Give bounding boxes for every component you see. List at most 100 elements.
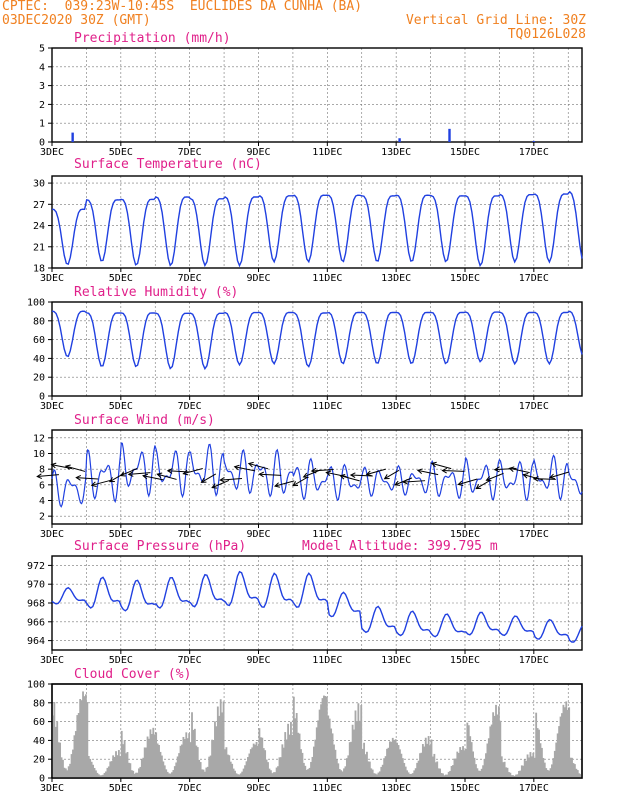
x-tick-label: 5DEC (109, 273, 133, 284)
chart-header: CPTEC: 039:23W-10:45S EUCLIDES DA CUNHA … (0, 0, 618, 48)
x-tick-label: 17DEC (519, 147, 549, 158)
wind-arrow-head (493, 466, 500, 473)
cloud-bar (482, 765, 485, 778)
cloud-bar (287, 723, 290, 778)
wind-arrow (384, 469, 400, 480)
cloud-bar (338, 769, 341, 778)
cloud-bar (241, 771, 244, 778)
x-tick-label: 11DEC (312, 147, 342, 158)
cloud-bar (477, 770, 480, 778)
y-tick-label: 80 (33, 698, 45, 709)
cloud-bar (218, 715, 221, 778)
cloud-bar (366, 751, 368, 778)
cloud-bar (317, 720, 320, 778)
cloud-bar (421, 744, 424, 778)
x-tick-label: 3DEC (40, 783, 64, 794)
cloud-bar (538, 729, 540, 778)
cloud-bar (125, 753, 127, 778)
cloud-bar (166, 771, 169, 778)
cloud-bar (302, 762, 305, 778)
wind-arrow (248, 463, 269, 470)
cloud-bar (535, 712, 538, 778)
cloud-bar (60, 757, 63, 778)
cloud-bar (290, 721, 292, 778)
cloud-bar (298, 733, 301, 778)
cloud-bar (183, 739, 186, 778)
cloud-bar (325, 696, 328, 778)
x-tick-label: 17DEC (519, 655, 549, 666)
wind-arrow (120, 467, 138, 477)
cloud-bar (370, 768, 373, 778)
cloud-bar (447, 771, 450, 778)
x-tick-label: 7DEC (178, 783, 202, 794)
header-station: CPTEC: 039:23W-10:45S EUCLIDES DA CUNHA … (2, 0, 363, 14)
y-tick-label: 6 (39, 480, 45, 491)
cloud-bar (77, 713, 80, 778)
cloud-bar (571, 757, 573, 778)
cloud-bar (169, 773, 172, 778)
cloud-bar (205, 767, 208, 778)
cloud-bar (72, 749, 74, 778)
cloud-bar (152, 727, 155, 778)
cloud-bar (328, 718, 331, 778)
wind-arrow-head (457, 480, 464, 487)
cloud-bar (347, 755, 350, 778)
cloud-bar (57, 742, 60, 778)
cloud-bar (76, 715, 79, 778)
cloud-bar (216, 706, 219, 778)
cloud-bar (341, 771, 344, 778)
cloud-bar (558, 726, 561, 778)
cloud-bar (473, 757, 476, 778)
cloud-bar (192, 729, 195, 778)
cloud-bar (553, 750, 556, 778)
cloud-bar (129, 763, 132, 778)
cloud-bar (340, 770, 343, 778)
cloud-bar (506, 767, 509, 778)
wind-arrow-head (430, 461, 437, 468)
wind-arrow-head (522, 472, 529, 479)
cloud-bar (297, 732, 300, 778)
cloud-bar (539, 743, 542, 778)
y-tick-label: 100 (27, 298, 45, 309)
cloud-bar (384, 756, 387, 778)
y-tick-label: 24 (33, 221, 45, 232)
cloud-bar (175, 762, 178, 778)
cloud-bar (400, 753, 403, 778)
cloud-bar (523, 759, 526, 778)
cloud-bar (255, 742, 258, 778)
wind-arrow (274, 480, 295, 487)
cloud-bar (225, 747, 228, 778)
wind-arrow-head (211, 483, 218, 489)
cloud-bar (272, 772, 275, 778)
y-tick-label: 2 (39, 100, 45, 111)
cloud-bar (89, 758, 92, 778)
cloud-bar (143, 747, 146, 778)
x-tick-label: 13DEC (381, 655, 411, 666)
wind-arrow (509, 467, 530, 474)
cloud-bar (242, 768, 245, 778)
cloud-bar (444, 774, 447, 778)
cloud-bar (459, 747, 462, 778)
cloud-bar (442, 773, 444, 778)
cloud-bar (427, 736, 430, 778)
cloud-bar (215, 726, 218, 778)
x-tick-label: 17DEC (519, 273, 549, 284)
cloud-bar (344, 766, 347, 778)
cloud-bar (546, 769, 549, 778)
cloud-bar (264, 750, 267, 778)
panel-title: Surface Wind (m/s) (74, 413, 215, 428)
cloud-bar (176, 756, 179, 778)
cloud-bar (90, 761, 93, 778)
y-tick-label: 966 (27, 617, 45, 628)
wind-speed-line (51, 442, 583, 508)
wind-arrow (157, 473, 177, 480)
cloud-bar (280, 757, 282, 778)
cloud-bar (165, 769, 168, 778)
cloud-bar (513, 775, 516, 778)
cloud-bar (251, 747, 254, 778)
cloud-bar (401, 758, 404, 778)
y-tick-label: 964 (27, 636, 45, 647)
cloud-bar (271, 773, 274, 778)
cloud-bar (122, 744, 125, 778)
wind-arrow-head (142, 473, 148, 480)
